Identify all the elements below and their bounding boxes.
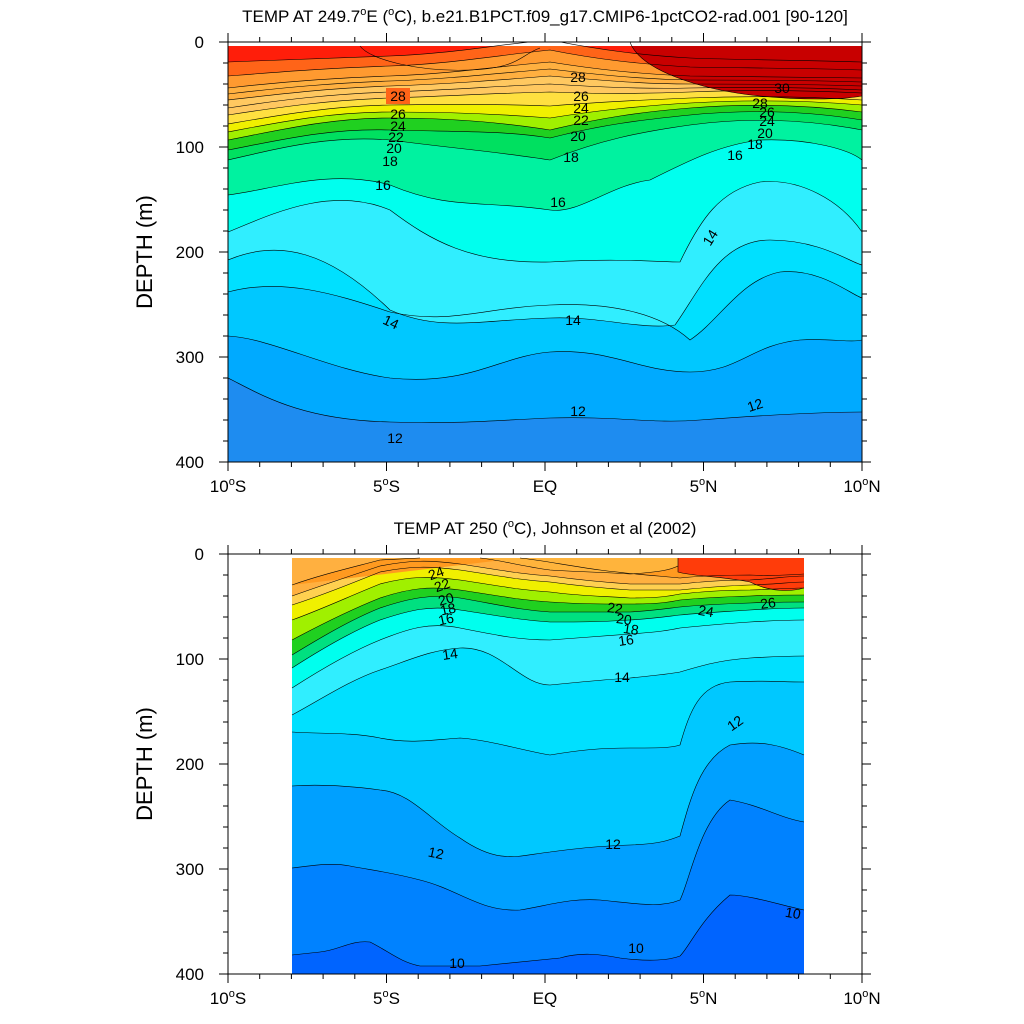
y-tick-label: 300 [176, 860, 204, 879]
contour-label: 26 [573, 88, 589, 104]
x-tick-label: 10oS [210, 988, 246, 1008]
contour-label: 30 [774, 80, 790, 96]
axes-bottom: 10oS 5oS EQ 5oN 10oN 0 100 200 300 400 [176, 545, 881, 1008]
contour-label: 24 [697, 602, 715, 620]
contour-label: 14 [565, 312, 581, 328]
contour-label: 16 [550, 194, 566, 210]
y-tick-label: 100 [176, 138, 204, 157]
y-tick-label: 200 [176, 755, 204, 774]
panel-title-bottom: TEMP AT 250 (oC), Johnson et al (2002) [394, 518, 697, 538]
contour-label: 16 [727, 147, 743, 163]
contour-label: 10 [784, 904, 802, 922]
x-tick-label: EQ [533, 477, 558, 496]
contour-label: 18 [622, 620, 640, 638]
contour-label: 20 [757, 125, 773, 141]
contour-label: 16 [437, 610, 456, 629]
contour-label: 16 [617, 631, 635, 649]
contour-label: 22 [388, 129, 404, 145]
x-tick-label: 5oN [690, 476, 718, 496]
contour-label: 24 [390, 118, 406, 134]
contour-label: 20 [570, 128, 586, 144]
contour-label: 20 [386, 140, 402, 156]
contour-label: 12 [570, 403, 586, 419]
panel-bottom: TEMP AT 250 (oC), Johnson et al (2002) [132, 518, 881, 1008]
x-tick-label: 5oS [373, 988, 400, 1008]
y-tick-label: 200 [176, 243, 204, 262]
contour-label: 14 [381, 311, 402, 332]
y-axis-label-top: DEPTH (m) [132, 195, 157, 309]
contour-label: 10 [449, 955, 465, 971]
y-axis-label-bottom: DEPTH (m) [132, 707, 157, 821]
fill-surface-gap [228, 42, 862, 46]
contour-label: 18 [439, 600, 458, 619]
contour-label: 26 [759, 104, 775, 120]
contour-label: 12 [745, 395, 765, 415]
y-tick-label: 400 [176, 965, 204, 984]
x-tick-label: 10oS [210, 476, 246, 496]
contour-fill-bottom: 24 22 20 18 16 14 22 20 18 16 14 24 26 1… [291, 557, 805, 974]
x-tick-label: 10oN [843, 988, 880, 1008]
contour-label: 10 [628, 940, 644, 956]
contour-label: 14 [441, 645, 459, 663]
contour-label: 24 [759, 113, 775, 129]
y-tick-label: 400 [176, 453, 204, 472]
fill-above-26 [678, 558, 804, 591]
panel-title-top: TEMP AT 249.7oE (oC), b.e21.B1PCT.f09_g1… [242, 6, 848, 26]
contour-label: 12 [427, 844, 446, 863]
contour-label: 20 [615, 610, 633, 628]
contour-label: 24 [426, 563, 446, 583]
contour-label: 20 [436, 589, 455, 609]
contour-label: 16 [375, 177, 391, 193]
contour-label: 12 [387, 430, 403, 446]
contour-label: 22 [606, 599, 624, 617]
contour-label: 28 [752, 95, 768, 111]
axes-top: 10oS 5oS EQ 5oN 10oN 0 100 200 300 400 [176, 33, 881, 496]
contour-labels-top: 28 26 24 22 20 18 16 28 26 24 22 20 18 1… [375, 69, 790, 446]
contour-fill-top: 28 26 24 22 20 18 16 28 26 24 22 20 18 1… [228, 42, 862, 462]
contour-label: 12 [605, 836, 621, 852]
contour-label: 18 [563, 149, 579, 165]
y-tick-label: 300 [176, 348, 204, 367]
y-tick-label: 100 [176, 650, 204, 669]
contour-label: 14 [699, 226, 721, 248]
contour-label: 26 [759, 594, 777, 612]
contour-label: 28 [390, 88, 406, 104]
x-tick-label: 10oN [843, 476, 880, 496]
contour-label: 18 [747, 136, 763, 152]
contour-label: 18 [382, 153, 398, 169]
contour-label: 14 [614, 669, 630, 685]
y-tick-label: 0 [195, 33, 204, 52]
contour-label: 24 [573, 100, 589, 116]
x-tick-label: 5oS [373, 476, 400, 496]
contour-label: 28 [570, 69, 586, 85]
isolines-top [228, 42, 862, 423]
panel-top: TEMP AT 249.7oE (oC), b.e21.B1PCT.f09_g1… [132, 6, 881, 496]
y-tick-label: 0 [195, 545, 204, 564]
x-tick-label: EQ [533, 989, 558, 1008]
isolines-bottom [291, 557, 805, 967]
fill-25-26 [480, 558, 678, 574]
contour-label: 22 [573, 112, 589, 128]
contour-label: 22 [432, 575, 452, 595]
x-tick-label: 5oN [690, 988, 718, 1008]
contour-label: 26 [390, 106, 406, 122]
